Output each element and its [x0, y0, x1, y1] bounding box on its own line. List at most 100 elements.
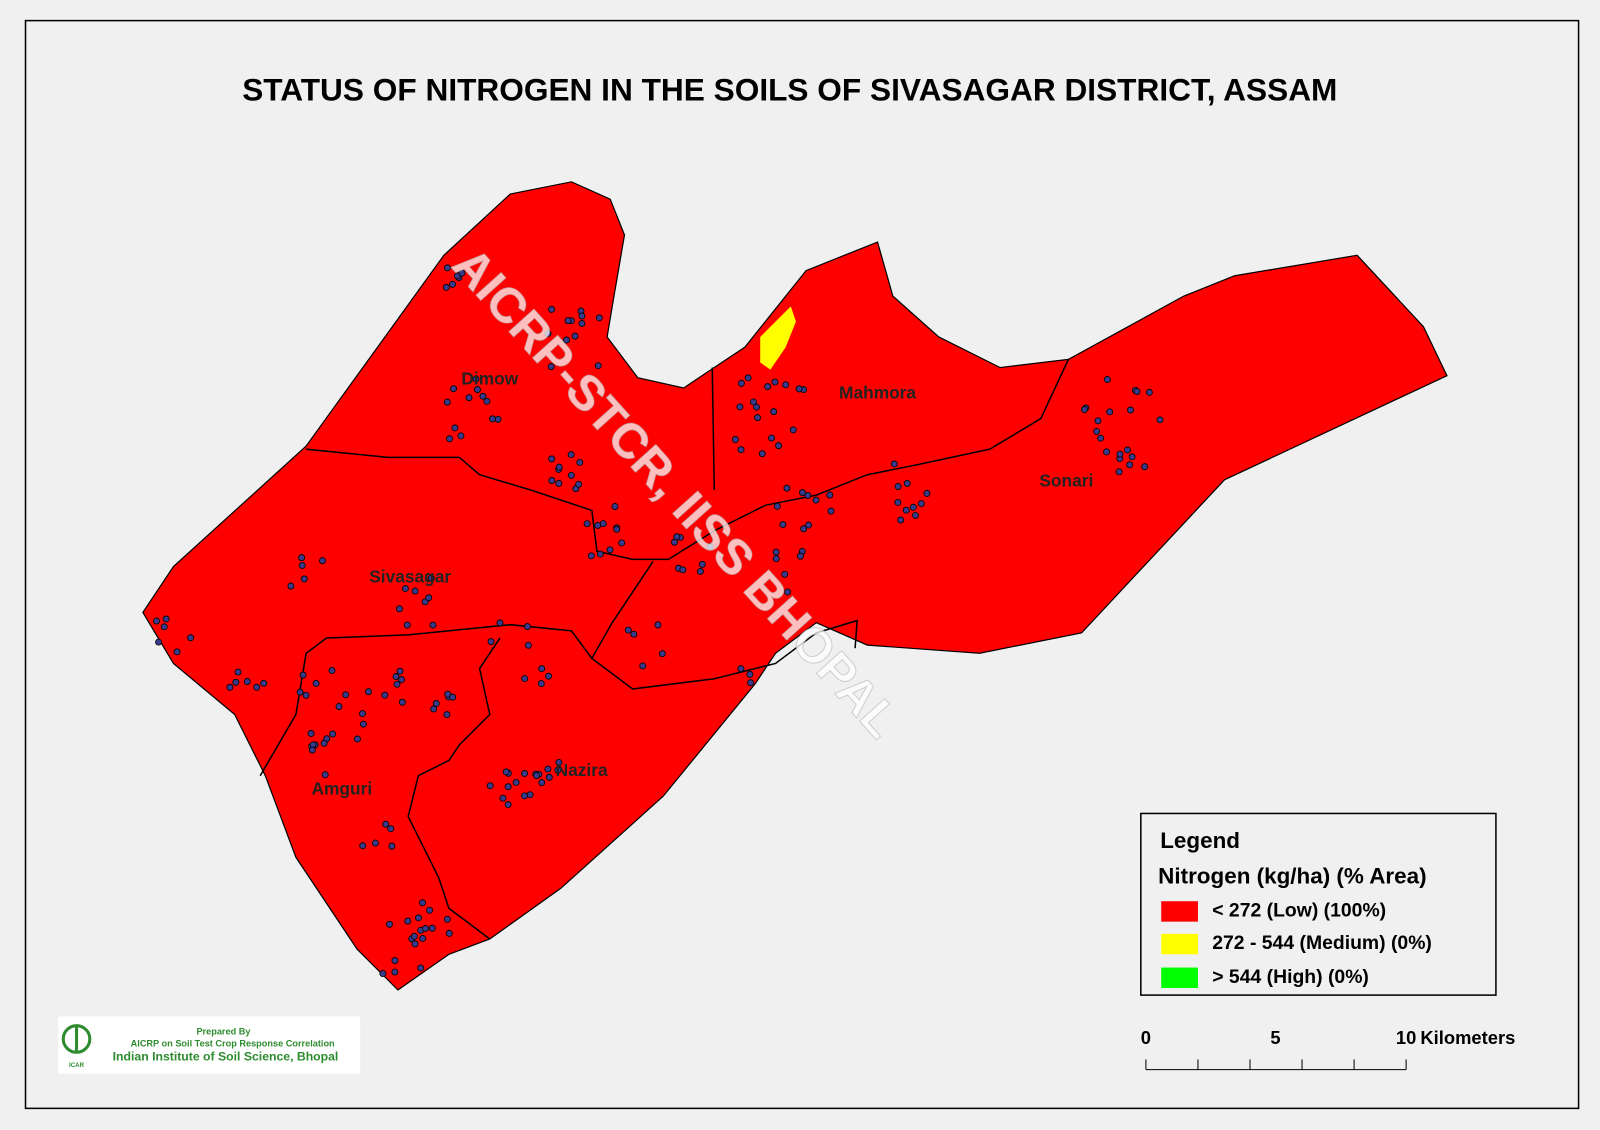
sample-point	[417, 964, 425, 972]
sample-point	[750, 398, 757, 406]
logo-box	[58, 1016, 361, 1074]
sample-point	[428, 924, 436, 932]
sample-point	[382, 820, 390, 828]
sample-point	[544, 765, 552, 773]
sample-point	[298, 554, 306, 562]
sample-point	[444, 690, 452, 698]
boundaries	[259, 359, 1070, 940]
sample-point	[1145, 388, 1153, 396]
sample-point	[479, 392, 487, 400]
sample-point	[1116, 450, 1124, 458]
sample-point	[486, 782, 494, 790]
sample-point	[381, 691, 389, 699]
sample-point	[894, 483, 902, 491]
sample-point	[731, 436, 739, 443]
sample-point	[894, 498, 902, 506]
sample-point	[526, 791, 534, 799]
sample-point	[548, 477, 556, 484]
sample-point	[496, 619, 504, 627]
sample-point	[639, 662, 647, 670]
sample-point	[401, 585, 409, 593]
sample-point	[1126, 461, 1134, 469]
sample-point	[1141, 463, 1149, 471]
sample-point	[524, 641, 532, 649]
sample-point	[504, 801, 512, 809]
sample-point	[446, 435, 454, 443]
sample-point	[396, 605, 403, 613]
sample-point	[563, 336, 571, 344]
sample-point	[1115, 468, 1123, 476]
sample-point	[458, 269, 466, 277]
sample-point	[449, 280, 457, 288]
sample-point	[555, 758, 563, 766]
sample-point	[371, 839, 379, 847]
sample-point	[445, 929, 453, 937]
sample-point	[1156, 416, 1164, 424]
sample-point	[430, 705, 438, 713]
sample-point	[472, 375, 480, 383]
sample-point	[342, 691, 350, 699]
sample-point	[379, 970, 387, 978]
sample-point	[827, 507, 835, 515]
sample-point	[897, 516, 905, 524]
sample-point	[521, 792, 528, 800]
sample-point	[613, 525, 621, 533]
district-area	[142, 181, 1448, 991]
sample-point	[826, 491, 834, 499]
sample-point	[545, 672, 553, 680]
district-label: Dimow	[461, 368, 518, 388]
sample-point	[443, 711, 451, 719]
sample-point	[781, 570, 789, 578]
sample-point	[483, 397, 491, 405]
sample-point	[287, 582, 295, 590]
sample-point	[328, 667, 336, 674]
legend-box	[1140, 812, 1497, 996]
sample-point	[403, 621, 411, 629]
sample-point	[575, 480, 583, 488]
sample-point	[800, 525, 808, 533]
sample-point	[365, 688, 372, 696]
logo-text: AICRP on Soil Test Crop Response Correla…	[131, 1039, 335, 1049]
district-label: Nazira	[556, 760, 608, 780]
sample-point	[442, 283, 450, 291]
sample-point	[548, 455, 556, 463]
sample-point	[758, 450, 766, 458]
sample-point	[737, 379, 745, 387]
sample-point	[698, 560, 706, 568]
sample-point	[393, 680, 401, 688]
sample-point	[737, 446, 745, 454]
sample-point	[398, 676, 405, 684]
sample-point	[747, 679, 755, 687]
legend-swatch	[1161, 967, 1198, 988]
sample-point	[187, 634, 195, 642]
sample-point	[308, 746, 316, 754]
sample-point	[548, 305, 556, 313]
sample-point	[487, 638, 495, 646]
sample-point	[162, 615, 170, 623]
sample-point	[155, 638, 163, 646]
boundary	[259, 623, 593, 777]
sample-point	[451, 424, 459, 432]
sample-point	[307, 729, 315, 737]
sample-point	[779, 521, 787, 529]
sample-point	[260, 679, 268, 687]
sample-point	[804, 491, 812, 499]
sample-points	[153, 264, 1164, 978]
legend-label: < 272 (Low) (100%)	[1212, 900, 1386, 922]
district-labels: Dimow Mahmora Sonari Sivasagar Nazira Am…	[312, 368, 1094, 798]
sample-point	[1103, 376, 1111, 383]
sample-point	[537, 680, 545, 688]
sample-point	[782, 381, 790, 389]
sample-point	[771, 378, 779, 386]
sample-point	[544, 330, 552, 338]
sample-point	[679, 566, 687, 574]
sample-point	[426, 906, 434, 914]
sample-point	[521, 675, 529, 683]
logo-text: Prepared By	[196, 1026, 251, 1036]
sample-point	[618, 539, 626, 547]
district-map: Dimow Mahmora Sonari Sivasagar Nazira Am…	[142, 181, 1448, 991]
district-label: Amguri	[312, 779, 373, 799]
sample-point	[737, 665, 745, 673]
sample-point	[1127, 406, 1134, 414]
